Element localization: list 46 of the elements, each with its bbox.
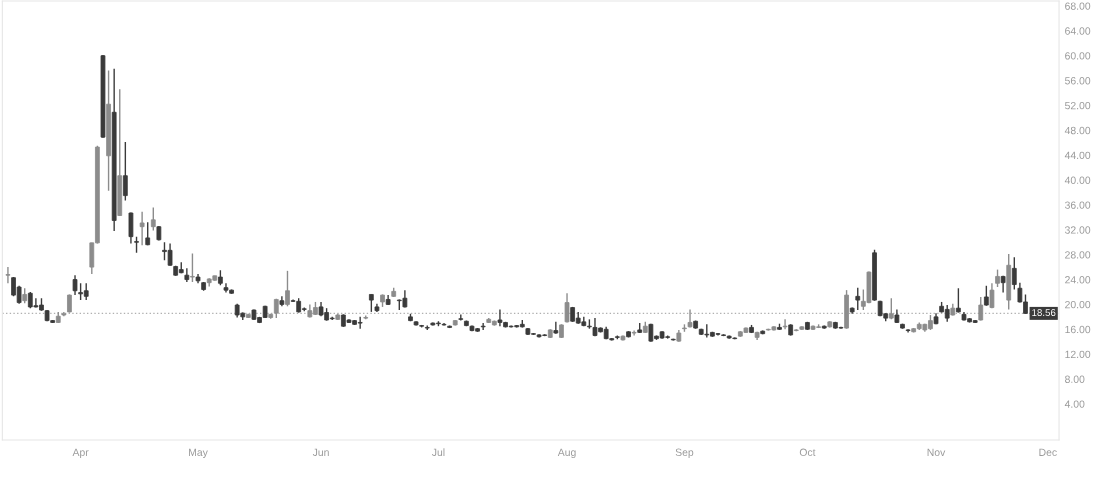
y-tick-label: 32.00 (1064, 226, 1091, 234)
candlestick (983, 285, 989, 307)
y-tick-label: 44.00 (1064, 151, 1091, 160)
candlestick (128, 211, 134, 245)
y-tick-label: 56.00 (1065, 77, 1091, 85)
candlestick (855, 286, 861, 311)
x-tick-label: Dec (1039, 448, 1057, 456)
candlestick (1011, 256, 1017, 291)
candlestick (150, 206, 156, 232)
candlestick (122, 141, 128, 202)
candlestick (553, 321, 559, 335)
x-tick-label: May (189, 448, 208, 459)
y-tick-label: 24.00 (1065, 276, 1091, 284)
candlestick (285, 270, 290, 307)
x-tick-label: Jun (312, 448, 329, 456)
candlestick (956, 287, 961, 314)
y-tick-label: 8.00 (1065, 375, 1085, 383)
y-tick-label: 60.00 (1065, 52, 1091, 60)
candlestick (564, 292, 570, 324)
y-tick-label: 20.00 (1065, 300, 1091, 309)
x-tick-label: Sep (675, 448, 694, 459)
y-tick-label: 36.00 (1064, 201, 1091, 209)
y-tick-label: 64.00 (1065, 27, 1091, 35)
y-tick-label: 4.00 (1064, 400, 1085, 408)
candlestick (184, 267, 190, 283)
x-tick-label: Jul (431, 448, 445, 456)
candlestick (190, 252, 195, 283)
candlestick (5, 266, 11, 284)
candlestick (139, 211, 145, 247)
x-tick-label: Aug (557, 448, 576, 459)
y-tick-label: 68.00 (1065, 2, 1091, 10)
y-tick-label: 52.00 (1065, 101, 1091, 110)
y-tick-label: 40.00 (1064, 176, 1091, 184)
candlestick (72, 274, 78, 296)
candlestick (67, 293, 72, 314)
candlestick (989, 282, 995, 309)
x-tick-label: Nov (927, 448, 946, 456)
x-tick-label: Apr (72, 448, 89, 459)
x-tick-label: Oct (799, 448, 816, 456)
y-tick-label: 16.00 (1065, 325, 1091, 334)
ref-line-label: 18.56 (1032, 309, 1056, 316)
candlestick (978, 296, 984, 322)
candlestick (782, 318, 788, 331)
y-tick-label: 12.00 (1065, 350, 1091, 359)
y-tick-label: 28.00 (1065, 251, 1091, 259)
y-tick-label: 48.00 (1064, 126, 1091, 135)
